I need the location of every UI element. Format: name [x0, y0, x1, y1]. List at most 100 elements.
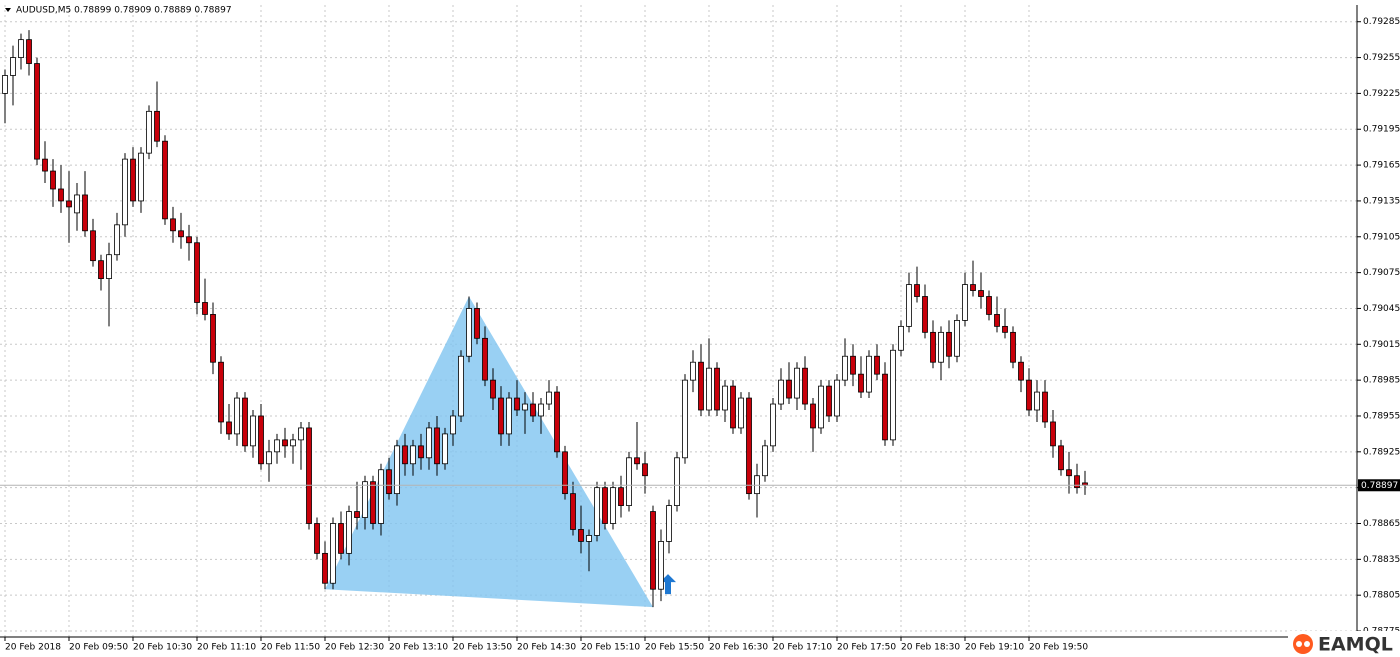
- logo-eye: [1304, 641, 1310, 647]
- candle-body: [58, 188, 64, 202]
- candle-body: [2, 75, 8, 94]
- candle-body: [626, 457, 632, 506]
- candle-body: [674, 457, 680, 506]
- candle-body: [698, 361, 704, 411]
- candle-body: [202, 302, 208, 315]
- candle-body: [306, 427, 312, 524]
- candle-body: [42, 158, 48, 172]
- candle-body: [1074, 475, 1080, 489]
- candle-body: [234, 397, 240, 435]
- candle-body: [962, 284, 968, 321]
- candle-body: [338, 523, 344, 554]
- candle-body: [122, 158, 128, 226]
- candle-body: [834, 379, 840, 417]
- menu-arrow: [5, 8, 11, 12]
- candle-body: [474, 308, 480, 339]
- candle-body: [170, 218, 176, 232]
- candle-body: [346, 511, 352, 554]
- logo-eye: [1296, 641, 1302, 647]
- x-tick-label: 20 Feb 19:50: [1029, 643, 1088, 653]
- candle-body: [394, 445, 400, 495]
- candle-body: [730, 385, 736, 429]
- y-tick-label: 0.79135: [1363, 196, 1400, 206]
- x-tick-label: 20 Feb 13:10: [389, 643, 448, 653]
- candle-body: [282, 439, 288, 447]
- x-tick-label: 20 Feb 11:10: [197, 643, 256, 653]
- buy-arrow: [660, 574, 676, 595]
- candle-body: [978, 290, 984, 297]
- candle-body: [466, 308, 472, 357]
- y-tick-label: 0.79105: [1363, 232, 1400, 242]
- candle-body: [994, 314, 1000, 327]
- candle-body: [930, 331, 936, 363]
- y-tick-label: 0.78985: [1363, 376, 1400, 386]
- candle-body: [618, 487, 624, 506]
- candle-body: [26, 39, 32, 64]
- candle-body: [418, 445, 424, 459]
- candle-body: [586, 535, 592, 542]
- candle-body: [354, 511, 360, 518]
- y-tick-label: 0.78805: [1363, 591, 1400, 601]
- candle-body: [130, 158, 136, 202]
- x-tick-label: 20 Feb 14:30: [517, 643, 576, 653]
- candle-body: [410, 445, 416, 465]
- candle-body: [946, 331, 952, 357]
- candle-body: [810, 403, 816, 429]
- grid: [0, 5, 1357, 637]
- y-tick-label: 0.79195: [1363, 125, 1400, 135]
- candle-body: [154, 110, 160, 142]
- candle-body: [506, 397, 512, 435]
- logo: EAMQL: [1288, 631, 1400, 657]
- candle-body: [722, 385, 728, 411]
- candle-body: [714, 367, 720, 411]
- candle-body: [458, 355, 464, 417]
- candle-body: [898, 325, 904, 351]
- candle-body: [754, 475, 760, 495]
- x-tick-label: 20 Feb 11:50: [261, 643, 320, 653]
- x-tick-label: 20 Feb 15:50: [645, 643, 704, 653]
- candle-body: [226, 421, 232, 435]
- candle-body: [882, 373, 888, 441]
- candle-body: [138, 152, 144, 202]
- candle-body: [522, 403, 528, 411]
- candle-body: [386, 469, 392, 495]
- x-tick-label: 20 Feb 16:30: [709, 643, 768, 653]
- candle-body: [738, 397, 744, 429]
- candle-body: [10, 57, 16, 76]
- candle-body: [986, 296, 992, 315]
- candle-body: [530, 403, 536, 417]
- candle-body: [922, 296, 928, 333]
- x-tick-label: 20 Feb 10:30: [133, 643, 192, 653]
- candle-body: [514, 397, 520, 411]
- candle-body: [642, 463, 648, 477]
- candle-body: [330, 523, 336, 584]
- x-tick-label: 20 Feb 2018: [5, 643, 61, 653]
- candle-body: [1002, 325, 1008, 333]
- candle-body: [1058, 445, 1064, 471]
- candle-body: [250, 415, 256, 447]
- candle-body: [1066, 469, 1072, 477]
- y-tick-label: 0.78835: [1363, 555, 1400, 565]
- candle-body: [682, 379, 688, 459]
- candle-body: [794, 367, 800, 399]
- candle-body: [426, 427, 432, 459]
- y-tick-label: 0.79255: [1363, 53, 1400, 63]
- x-tick-label: 20 Feb 12:30: [325, 643, 384, 653]
- candle-body: [1018, 361, 1024, 381]
- x-tick-label: 20 Feb 19:10: [965, 643, 1024, 653]
- candle-body: [594, 487, 600, 536]
- x-tick-label: 20 Feb 17:50: [837, 643, 896, 653]
- candle-body: [242, 397, 248, 447]
- candle-body: [954, 320, 960, 357]
- candle-body: [370, 481, 376, 524]
- candle-body: [1034, 391, 1040, 411]
- candle-body: [498, 397, 504, 435]
- candle-body: [290, 439, 296, 447]
- candle-body: [938, 331, 944, 363]
- candle-body: [906, 284, 912, 327]
- candle-body: [546, 391, 552, 405]
- candle-body: [194, 242, 200, 303]
- candle-body: [650, 511, 656, 590]
